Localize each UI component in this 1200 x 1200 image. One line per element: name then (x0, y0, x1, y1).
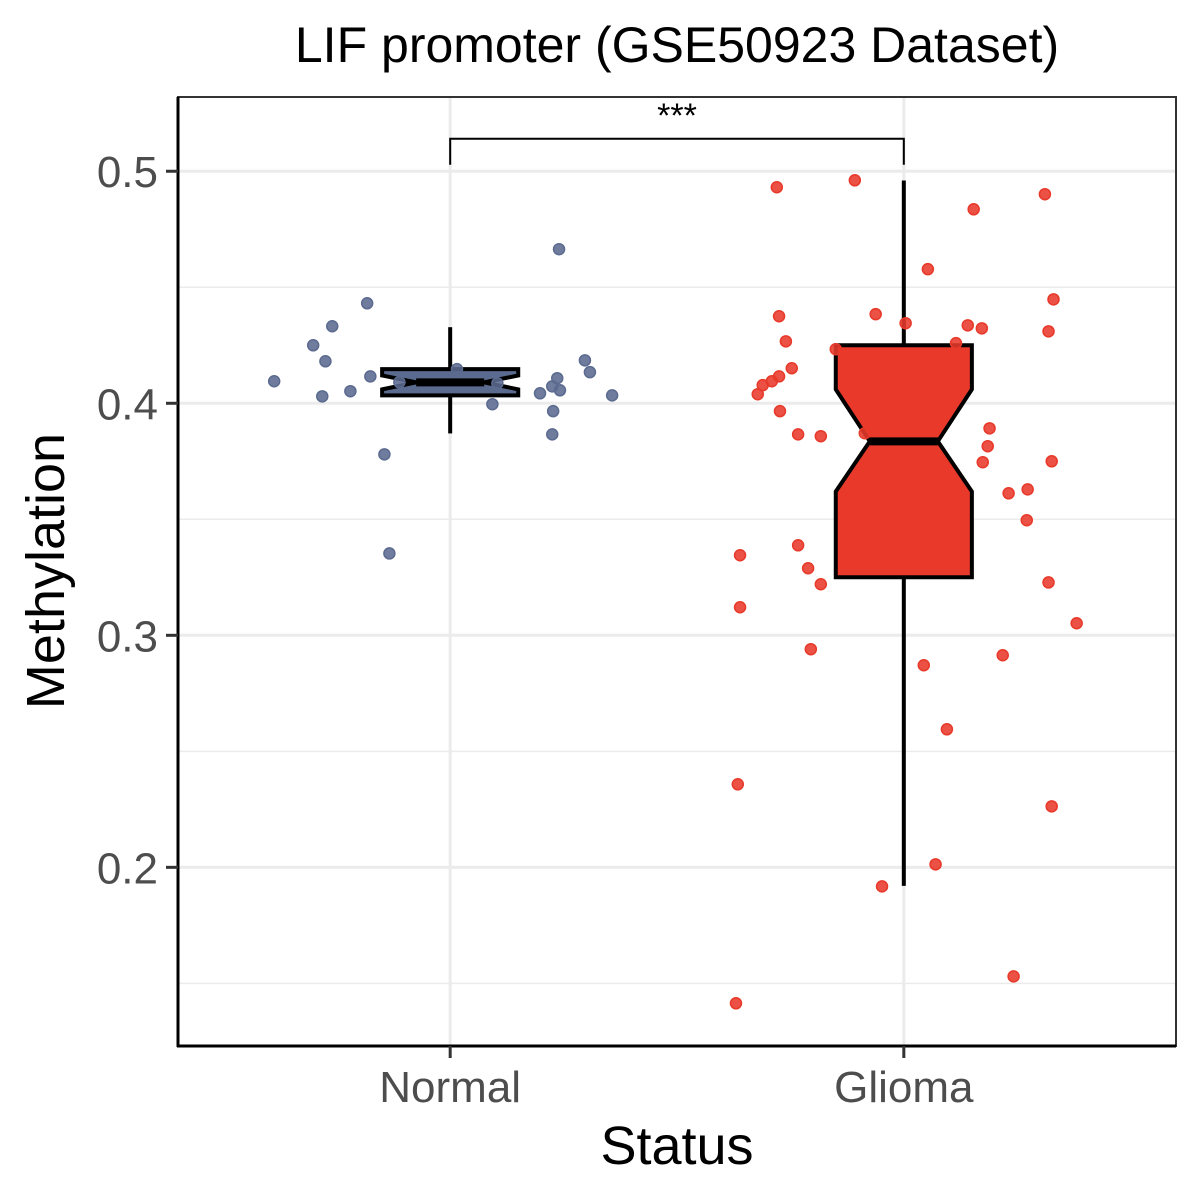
data-point-normal (486, 397, 499, 411)
data-point-glioma (1021, 483, 1034, 496)
y-tick-label: 0.2 (97, 844, 158, 893)
data-point-glioma (899, 316, 912, 330)
data-point-glioma (1007, 970, 1020, 983)
data-point-normal (393, 375, 406, 389)
box-glioma (833, 180, 974, 886)
significance-bracket: *** (449, 97, 905, 165)
data-point-glioma (1045, 800, 1058, 813)
data-point-normal (552, 242, 566, 256)
data-point-glioma (829, 342, 843, 356)
data-point-glioma (751, 387, 764, 401)
data-point-glioma (729, 997, 743, 1010)
y-tick-label: 0.3 (97, 612, 158, 661)
data-point-normal (325, 319, 339, 333)
data-point-glioma (1020, 513, 1034, 527)
data-point-glioma (785, 361, 799, 375)
data-point-glioma (1042, 325, 1055, 338)
data-point-normal (319, 355, 332, 368)
data-point-glioma (858, 426, 872, 440)
data-point-glioma (1042, 576, 1055, 589)
grid (178, 97, 1176, 1046)
boxes (380, 180, 974, 886)
data-point-glioma (801, 562, 815, 575)
data-point-normal (578, 354, 592, 367)
data-point-glioma (1070, 616, 1083, 630)
data-point-normal (546, 428, 559, 441)
data-point-normal (553, 384, 567, 397)
data-point-glioma (804, 642, 818, 656)
data-point-glioma (940, 723, 954, 736)
data-point-glioma (814, 578, 828, 591)
data-point-glioma (814, 429, 828, 443)
y-axis-title: Methylation (16, 433, 76, 709)
data-point-glioma (848, 174, 862, 187)
data-point-glioma (975, 322, 989, 335)
data-points (267, 174, 1083, 1010)
notched-box (833, 343, 974, 580)
y-tick-label: 0.4 (97, 380, 158, 429)
data-point-normal (316, 390, 329, 403)
data-point-glioma (929, 858, 942, 871)
data-point-normal (344, 384, 357, 398)
significance-label: *** (657, 97, 697, 135)
x-axis-title: Status (600, 1116, 753, 1176)
data-point-glioma (733, 549, 747, 562)
data-point-glioma (917, 658, 931, 672)
data-point-normal (491, 377, 504, 390)
y-axis-ticks: 0.2 0.3 0.4 0.5 (97, 148, 178, 893)
plot-panel-border (177, 96, 1177, 1047)
data-point-normal (450, 362, 464, 376)
data-point-normal (546, 404, 560, 418)
data-point-glioma (949, 336, 963, 350)
data-point-normal (364, 370, 377, 383)
data-point-normal (583, 365, 597, 379)
data-point-glioma (983, 422, 996, 435)
data-point-glioma (772, 310, 786, 323)
data-point-glioma (1045, 455, 1058, 468)
data-point-glioma (996, 649, 1009, 662)
data-point-normal (533, 387, 547, 400)
data-point-normal (383, 547, 396, 560)
x-tick-label-glioma: Glioma (834, 1063, 974, 1112)
data-point-glioma (869, 307, 882, 321)
data-point-normal (267, 374, 281, 388)
data-point-glioma (791, 428, 805, 441)
data-point-glioma (733, 600, 747, 614)
data-point-glioma (1047, 293, 1060, 306)
data-point-glioma (875, 880, 889, 893)
data-point-glioma (961, 319, 975, 332)
data-point-glioma (967, 203, 980, 216)
data-point-glioma (770, 181, 784, 194)
data-point-normal (605, 389, 619, 402)
data-point-glioma (791, 539, 805, 552)
data-point-glioma (921, 262, 935, 276)
data-point-glioma (1002, 487, 1015, 500)
data-point-glioma (779, 335, 793, 348)
data-point-normal (306, 339, 320, 352)
x-axis-ticks: Normal Glioma (379, 1046, 974, 1112)
bracket-line (449, 137, 905, 165)
data-point-normal (360, 297, 374, 310)
y-tick-label: 0.5 (97, 148, 158, 197)
x-tick-label-normal: Normal (379, 1063, 521, 1112)
data-point-glioma (773, 404, 787, 418)
chart-title: LIF promoter (GSE50923 Dataset) (295, 17, 1059, 73)
data-point-glioma (1038, 187, 1052, 201)
data-point-glioma (976, 455, 990, 469)
data-point-normal (550, 371, 564, 385)
box-normal (380, 327, 521, 434)
data-point-glioma (731, 778, 745, 791)
data-point-normal (378, 448, 391, 461)
data-point-glioma (981, 439, 994, 453)
